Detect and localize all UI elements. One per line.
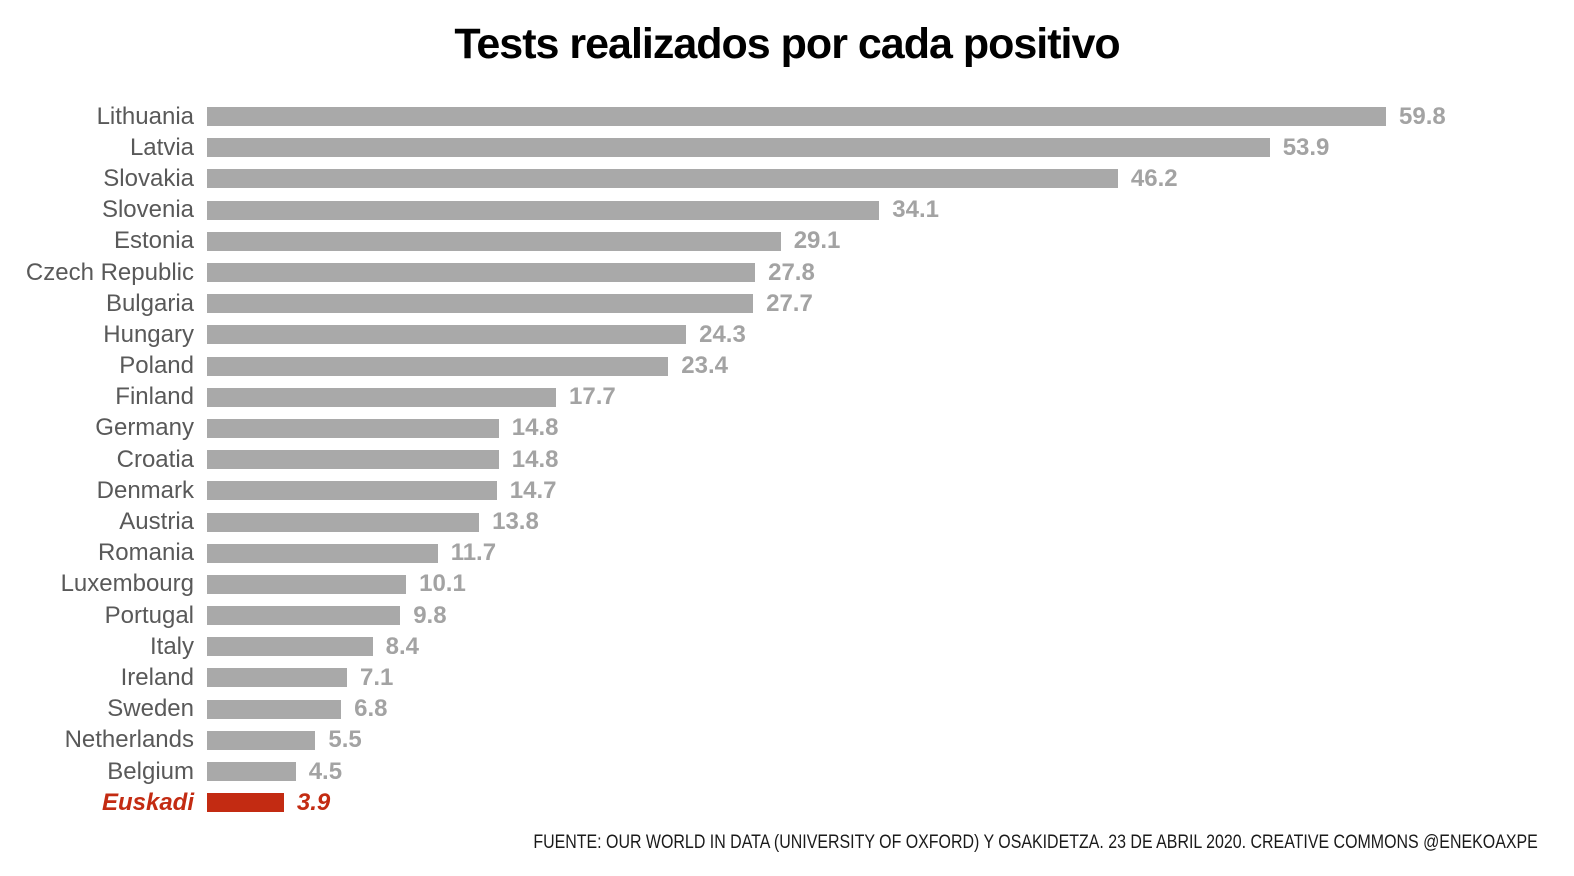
bar	[207, 793, 284, 813]
value-label: 14.7	[509, 476, 557, 504]
bar	[207, 356, 669, 376]
bar-row: Bulgaria 27.7	[0, 288, 1446, 319]
value-label: 53.9	[1282, 133, 1330, 161]
bar	[207, 294, 754, 314]
bar	[207, 730, 316, 750]
category-label: Hungary	[103, 320, 194, 348]
value-label: 24.3	[699, 320, 746, 348]
category-label: Czech Republic	[25, 258, 194, 286]
bar	[207, 200, 880, 220]
bar	[207, 762, 296, 782]
category-label: Slovenia	[101, 196, 194, 224]
bar	[207, 606, 401, 626]
value-label: 5.5	[328, 726, 362, 754]
category-label: Poland	[119, 352, 194, 380]
value-label: 27.8	[768, 258, 815, 286]
bar-row: Croatia 14.8	[0, 444, 1446, 475]
value-label: 10.1	[419, 570, 466, 598]
value-label: 7.1	[360, 663, 394, 691]
bar-row: Slovakia 46.2	[0, 163, 1446, 194]
bar-row: Finland 17.7	[0, 382, 1446, 413]
value-label: 13.8	[492, 508, 539, 536]
category-label: Euskadi	[101, 788, 194, 816]
category-label: Estonia	[113, 227, 194, 255]
bar-row: Poland 23.4	[0, 351, 1446, 382]
bar-row: Estonia 29.1	[0, 226, 1446, 257]
value-label: 17.7	[569, 383, 616, 411]
category-label: Bulgaria	[105, 289, 194, 317]
bar	[207, 512, 480, 532]
chart-title: Tests realizados por cada positivo	[454, 20, 1120, 68]
category-label: Finland	[115, 383, 194, 411]
value-label: 14.8	[511, 445, 559, 473]
category-label: Latvia	[129, 133, 194, 161]
bar-row: Romania 11.7	[0, 538, 1446, 569]
category-label: Romania	[97, 539, 194, 567]
bar	[207, 668, 347, 688]
value-label: 8.4	[385, 632, 419, 660]
category-label: Germany	[95, 414, 194, 442]
bar	[207, 574, 407, 594]
value-label: 27.7	[766, 289, 813, 317]
bar-row: Sweden 6.8	[0, 694, 1446, 725]
bar-row: Luxembourg 10.1	[0, 569, 1446, 600]
bar-row-highlight: Euskadi 3.9	[0, 787, 1446, 818]
value-label: 34.1	[892, 196, 940, 224]
value-label: 11.7	[450, 539, 497, 567]
bar-row: Ireland 7.1	[0, 662, 1446, 693]
category-label: Denmark	[96, 476, 194, 504]
bar	[207, 169, 1118, 189]
category-label: Sweden	[107, 695, 194, 723]
bar-row: Netherlands 5.5	[0, 725, 1446, 756]
category-label: Portugal	[104, 601, 194, 629]
bar-row: Germany 14.8	[0, 413, 1446, 444]
bar	[207, 637, 373, 657]
bar	[207, 107, 1386, 127]
value-label: 29.1	[793, 227, 841, 255]
bar-row: Belgium 4.5	[0, 756, 1446, 787]
bar	[207, 418, 499, 438]
value-label: 4.5	[308, 757, 343, 785]
value-label: 23.4	[681, 352, 729, 380]
bar	[207, 699, 342, 719]
bar-chart: Lithuania 59.8 Latvia 53.9 Slovakia 46.2 Slove…	[0, 101, 1446, 818]
bar	[207, 263, 756, 283]
bar	[207, 325, 687, 345]
bar-row: Hungary 24.3	[0, 319, 1446, 350]
category-label: Slovakia	[103, 164, 194, 192]
bar	[207, 543, 438, 563]
bar-row: Denmark 14.7	[0, 475, 1446, 506]
bar-row: Italy 8.4	[0, 631, 1446, 662]
value-label: 14.8	[511, 414, 559, 442]
source-caption: FUENTE: OUR WORLD IN DATA (UNIVERSITY OF…	[533, 832, 1538, 853]
bar-row: Latvia 53.9	[0, 132, 1446, 163]
value-label: 9.8	[413, 601, 447, 629]
bar-row: Portugal 9.8	[0, 600, 1446, 631]
bar	[207, 481, 497, 501]
category-label: Croatia	[116, 445, 194, 473]
value-label: 46.2	[1130, 164, 1178, 192]
bar	[207, 138, 1270, 158]
category-label: Ireland	[120, 663, 194, 691]
value-label: 59.8	[1399, 102, 1446, 130]
bar-row: Slovenia 34.1	[0, 195, 1446, 226]
bar-row: Czech Republic 27.8	[0, 257, 1446, 288]
category-label: Italy	[149, 632, 194, 660]
category-label: Netherlands	[64, 726, 194, 754]
bar	[207, 231, 781, 251]
value-label: 3.9	[296, 788, 331, 816]
bar-row: Lithuania 59.8	[0, 101, 1446, 132]
value-label: 6.8	[354, 695, 388, 723]
category-label: Luxembourg	[60, 570, 194, 598]
bar	[207, 450, 499, 470]
bar-row: Austria 13.8	[0, 506, 1446, 537]
category-label: Lithuania	[96, 102, 194, 130]
category-label: Austria	[119, 508, 194, 536]
bar	[207, 387, 556, 407]
category-label: Belgium	[107, 757, 194, 785]
